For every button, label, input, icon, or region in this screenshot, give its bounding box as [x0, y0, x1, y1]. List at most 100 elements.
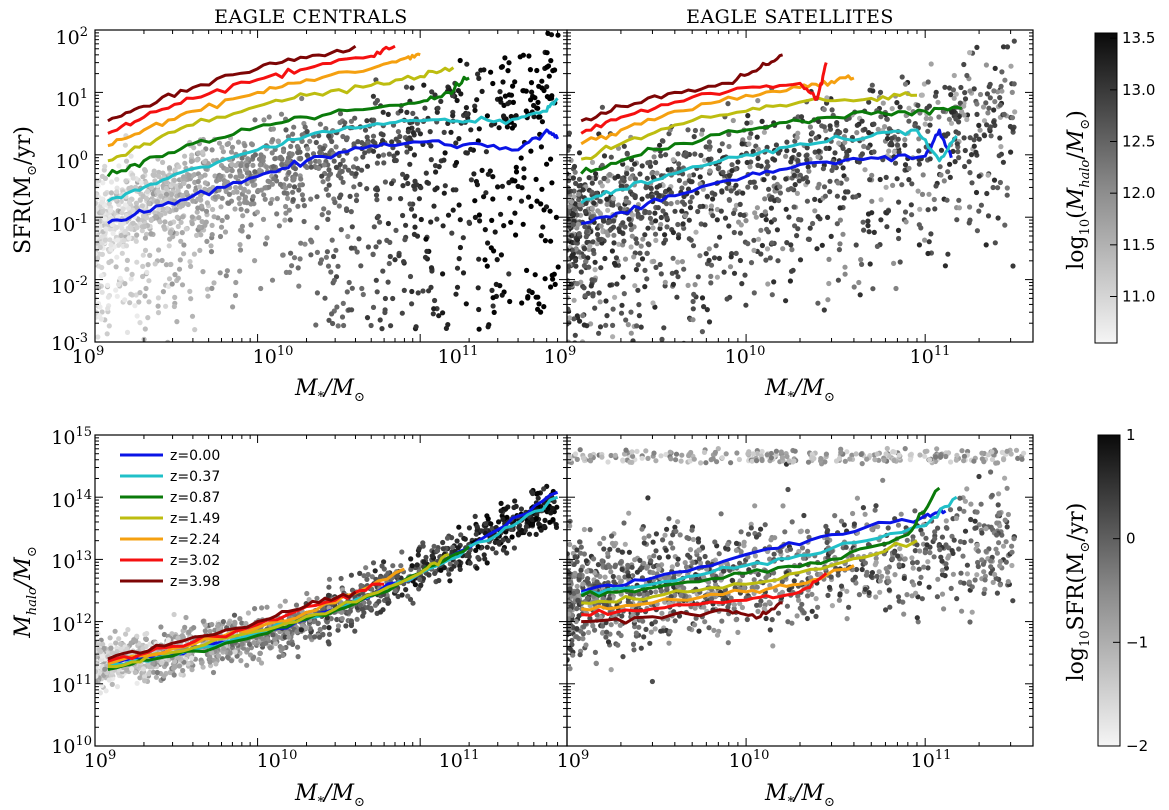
scatter-point — [675, 274, 681, 280]
scatter-point — [479, 167, 485, 173]
scatter-point — [410, 110, 416, 116]
scatter-point — [528, 80, 535, 86]
scatter-point — [567, 204, 573, 210]
scatter-point — [212, 194, 218, 200]
scatter-point — [902, 446, 908, 452]
scatter-point — [429, 89, 435, 95]
scatter-satellites-halo — [567, 445, 1027, 685]
scatter-point — [112, 342, 117, 347]
scatter-point — [536, 114, 542, 120]
scatter-point — [237, 201, 243, 207]
scatter-point — [747, 164, 753, 170]
scatter-point — [987, 95, 993, 101]
scatter-point — [567, 315, 573, 321]
scatter-point — [1000, 44, 1007, 50]
scatter-point — [935, 576, 941, 582]
scatter-point — [434, 185, 440, 191]
scatter-point — [189, 152, 195, 158]
scatter-point — [385, 220, 391, 227]
scatter-point — [567, 295, 570, 301]
scatter-point — [368, 322, 374, 329]
scatter-point — [474, 523, 480, 530]
scatter-point — [381, 160, 387, 166]
scatter-point — [210, 669, 217, 676]
scatter-point — [673, 269, 679, 275]
scatter-point — [607, 171, 613, 178]
scatter-point — [682, 213, 689, 219]
scatter-point — [207, 659, 213, 665]
scatter-point — [775, 258, 781, 264]
scatter-point — [100, 641, 106, 648]
scatter-point — [140, 666, 147, 672]
scatter-point — [349, 170, 355, 176]
scatter-point — [245, 189, 252, 195]
scatter-point — [998, 83, 1004, 89]
scatter-point — [967, 88, 973, 94]
scatter-point — [842, 139, 848, 145]
scatter-point — [697, 253, 703, 259]
scatter-point — [257, 162, 263, 168]
scatter-point — [146, 299, 152, 305]
scatter-point — [792, 182, 798, 188]
scatter-point — [991, 119, 997, 125]
scatter-point — [840, 231, 846, 237]
scatter-point — [974, 228, 981, 234]
scatter-point — [95, 255, 101, 261]
scatter-point — [407, 145, 413, 152]
scatter-point — [384, 596, 390, 602]
scatter-point — [217, 270, 223, 276]
scatter-point — [278, 111, 285, 117]
scatter-point — [589, 180, 595, 186]
scatter-point — [568, 157, 574, 163]
scatter-point — [218, 224, 225, 230]
scatter-point — [567, 130, 572, 136]
scatter-point — [751, 247, 757, 253]
scatter-point — [457, 566, 463, 573]
scatter-point — [967, 217, 973, 223]
scatter-point — [630, 212, 636, 218]
scatter-point — [598, 223, 604, 229]
scatter-point — [597, 198, 603, 204]
scatter-point — [283, 203, 289, 210]
scatter-point — [647, 163, 654, 169]
scatter-point — [460, 270, 467, 276]
scatter-point — [914, 559, 920, 566]
scatter-point — [326, 172, 332, 178]
scatter-point — [293, 602, 300, 608]
scatter-point — [885, 208, 892, 214]
scatter-point — [692, 282, 698, 288]
scatter-point — [258, 285, 264, 292]
scatter-point — [488, 521, 494, 527]
scatter-point — [925, 128, 931, 134]
scatter-point — [178, 671, 184, 678]
scatter-point — [483, 190, 489, 196]
scatter-point — [834, 193, 841, 199]
scatter-point — [140, 252, 146, 258]
scatter-point — [825, 592, 831, 599]
scatter-point — [690, 243, 697, 249]
scatter-point — [954, 141, 960, 147]
scatter-point — [686, 173, 693, 179]
scatter-point — [737, 257, 744, 264]
scatter-point — [639, 214, 645, 220]
scatter-point — [599, 104, 606, 110]
scatter-point — [603, 322, 609, 328]
scatter-point — [453, 187, 459, 193]
scatter-point — [495, 184, 501, 190]
scatter-point — [264, 636, 271, 642]
scatter-point — [472, 103, 478, 109]
scatter-point — [601, 153, 608, 159]
scatter-point — [129, 271, 135, 277]
scatter-point — [448, 129, 454, 135]
scatter-point — [676, 161, 682, 167]
scatter-point — [807, 124, 814, 130]
scatter-point — [241, 188, 247, 194]
scatter-point — [960, 553, 966, 559]
scatter-point — [947, 507, 954, 513]
scatter-point — [170, 234, 176, 240]
scatter-point — [837, 217, 844, 223]
scatter-point — [516, 525, 522, 531]
scatter-point — [622, 541, 628, 547]
scatter-point — [498, 508, 504, 514]
scatter-point — [223, 273, 229, 279]
